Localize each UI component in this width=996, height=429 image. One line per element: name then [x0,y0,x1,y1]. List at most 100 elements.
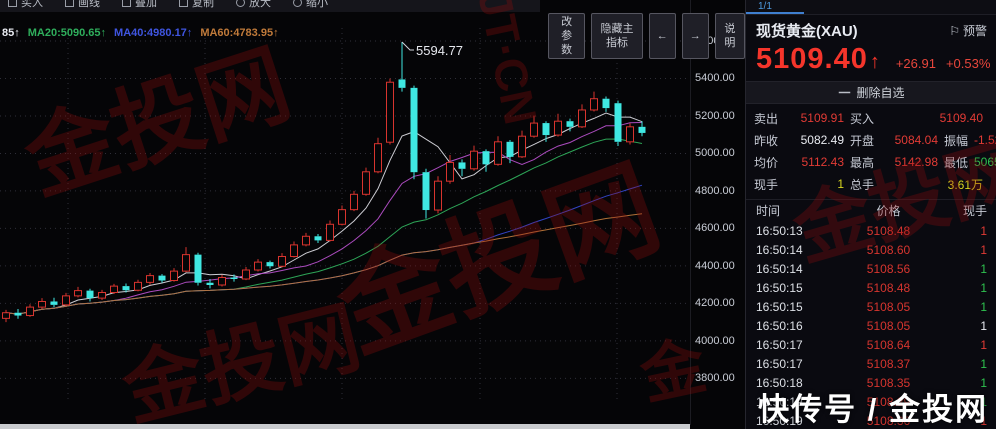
tick-price: 5108.36 [866,413,911,428]
tick-time: 16:50:19 [756,394,803,409]
time-sales-header: 时间 价格 现手 [746,200,996,221]
prev-close-label: 昨收 [754,133,779,148]
list-item: 16:50:17 5108.64 1 [746,335,996,354]
chart-toolbar: 改参数 隐藏主指标 ← → 说明 [548,13,745,59]
layers-icon [122,0,131,7]
tick-vol: 1 [980,337,987,352]
toolbar-item-label: 复制 [192,0,214,9]
axis-tick-label: 5000.00 [695,147,735,160]
zoom-in-icon [236,0,245,7]
minus-icon: 一 [838,86,851,100]
axis-tick-label: 4800.00 [695,184,735,197]
up-arrow-icon: ↑ [869,51,880,73]
tab-page-indicator[interactable]: 1/1 [758,1,772,12]
low-price: 5065.90 [974,155,996,169]
toolbar-item-label: 买入 [21,0,43,9]
axis-tick-label: 5200.00 [695,109,735,122]
list-item: 16:50:19 5108.36 1 [746,411,996,429]
tick-vol: 1 [980,261,987,276]
sell-label: 卖出 [754,111,779,126]
toolbar-item-label: 叠加 [135,0,157,9]
col-price: 价格 [876,204,901,218]
list-item: 16:50:17 5108.37 1 [746,354,996,373]
list-item: 16:50:15 5108.05 1 [746,297,996,316]
buy-label: 买入 [850,111,875,126]
list-item: 16:50:13 5108.48 1 [746,221,996,240]
copy-icon [179,0,188,7]
buy-price: 5109.40 [939,111,983,125]
tick-time: 16:50:14 [756,261,803,276]
tick-price: 5108.48 [866,223,911,238]
axis-tick-label: 3800.00 [695,372,735,385]
alert-button[interactable]: ⚐ 预警 [949,23,987,39]
chart-button-说明[interactable]: 说明 [714,13,745,59]
last-price: 5109.40 [756,43,868,75]
axis-tick-label: 5400.00 [695,72,735,85]
remove-watchlist-button[interactable]: 一 删除自选 [746,81,996,104]
pencil-icon [65,0,74,7]
tick-vol: 1 [980,223,987,238]
toolbar-item-放大[interactable]: 放大 [236,0,271,10]
tick-vol: 1 [980,299,987,314]
tick-vol: 1 [980,280,987,295]
tick-price: 5108.05 [866,299,911,314]
ma-label: MA20:5090.65↑ [27,27,107,39]
tick-time: 16:50:14 [756,242,803,257]
list-item: 16:50:14 5108.60 1 [746,240,996,259]
price-change-pct: +0.53% [945,56,991,71]
col-vol: 现手 [962,204,987,218]
tick-price: 5108.56 [866,261,911,276]
tick-time: 16:50:16 [756,318,803,333]
avg-label: 均价 [754,155,779,170]
tick-time: 16:50:19 [756,413,803,428]
ma-indicator-labels: 85↑ MA20:5090.65↑ MA40:4980.17↑ MA60:4783.9… [2,27,295,39]
tick-vol: 1 [980,318,987,333]
list-item: 16:50:16 5108.05 1 [746,316,996,335]
open-label: 开盘 [850,133,875,148]
tick-time: 16:50:13 [756,223,803,238]
chart-button-改参数[interactable]: 改参数 [548,13,586,59]
chart-region: 改参数 隐藏主指标 ← → 说明 85↑ MA20:5090.65↑ MA40:4980.1… [0,0,746,429]
chart-button-→[interactable]: → [681,13,709,59]
prev-close: 5082.49 [800,133,844,147]
price-axis: 5600.005400.005200.005000.004800.004600.… [690,0,746,425]
tick-price: 5108.37 [866,356,911,371]
tick-vol: 1 [980,356,987,371]
tick-vol: 1 [980,242,987,257]
total-vol-label: 总手 [850,177,875,192]
toolbar-item-画线[interactable]: 画线 [65,0,100,10]
cur-vol-label: 现手 [754,177,779,192]
low-label: 最低 [944,155,969,170]
list-item: 16:50:14 5108.56 1 [746,259,996,278]
tick-time: 16:50:17 [756,356,803,371]
alert-flag-icon: ⚐ [949,23,960,38]
tick-price: 5108.05 [866,318,911,333]
tick-price: 5108.64 [866,337,911,352]
amplitude-label: 振幅 [944,133,969,148]
zoom-out-icon [293,0,302,7]
price-change: +26.91 [895,56,936,71]
tick-price: 5108.29 [866,394,911,409]
sell-price: 5109.91 [800,111,844,125]
chart-scrollbar[interactable] [0,424,690,429]
tick-vol: 1 [980,413,987,428]
axis-tick-label: 4400.00 [695,259,735,272]
toolbar-item-缩小[interactable]: 缩小 [293,0,328,10]
tab-underline [746,12,804,14]
high-price: 5142.98 [894,155,938,169]
amplitude: -1.52% [974,133,996,147]
tick-vol: 1 [980,394,987,409]
tick-price: 5108.60 [866,242,911,257]
high-label: 最高 [850,155,875,170]
chart-button-←[interactable]: ← [648,13,676,59]
toolbar-item-复制[interactable]: 复制 [179,0,214,10]
toolbar-item-label: 缩小 [306,0,328,9]
toolbar-item-label: 放大 [249,0,271,9]
toolbar-item-叠加[interactable]: 叠加 [122,0,157,10]
candlestick-chart[interactable]: 5594.77 [0,28,690,400]
tick-time: 16:50:15 [756,299,803,314]
toolbar-item-买入[interactable]: 买入 [8,0,43,10]
chart-button-隐藏主指标[interactable]: 隐藏主指标 [591,13,643,59]
top-toolbar: 买入 画线 叠加 复制 放大 缩小 [0,0,540,12]
